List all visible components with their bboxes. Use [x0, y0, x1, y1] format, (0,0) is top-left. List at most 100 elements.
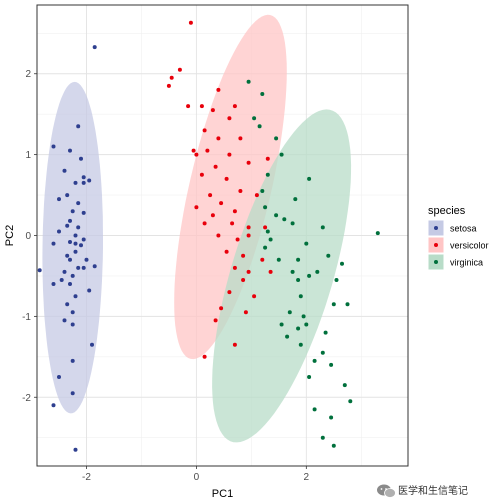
- point-setosa: [70, 209, 75, 214]
- point-virginica: [276, 257, 281, 262]
- point-virginica: [287, 310, 292, 315]
- point-virginica: [304, 241, 309, 246]
- point-virginica: [307, 273, 312, 278]
- point-versicolor: [235, 237, 240, 242]
- legend-dot-virginica: [434, 260, 438, 264]
- point-virginica: [312, 407, 317, 412]
- point-setosa: [51, 144, 56, 149]
- point-versicolor: [169, 75, 174, 80]
- point-setosa: [65, 223, 70, 228]
- point-setosa: [84, 257, 89, 262]
- point-virginica: [307, 375, 312, 379]
- point-virginica: [320, 435, 325, 440]
- point-setosa: [81, 180, 86, 185]
- x-axis-title: PC1: [212, 488, 233, 500]
- point-virginica: [252, 116, 257, 121]
- point-setosa: [51, 403, 56, 408]
- point-setosa: [79, 243, 83, 248]
- point-virginica: [290, 269, 295, 274]
- point-setosa: [65, 253, 70, 258]
- point-versicolor: [232, 265, 237, 270]
- point-setosa: [92, 264, 97, 269]
- point-virginica: [342, 383, 347, 388]
- point-virginica: [304, 322, 309, 327]
- point-virginica: [268, 237, 273, 242]
- point-versicolor: [265, 156, 270, 161]
- point-versicolor: [230, 221, 235, 226]
- point-virginica: [263, 245, 268, 250]
- point-setosa: [51, 282, 56, 286]
- point-virginica: [296, 326, 301, 331]
- point-versicolor: [224, 176, 229, 181]
- point-virginica: [345, 302, 350, 307]
- confidence-ellipses: [42, 14, 352, 443]
- point-versicolor: [216, 233, 221, 238]
- point-versicolor: [232, 342, 237, 347]
- point-setosa: [68, 148, 72, 153]
- y-axis-title: PC2: [4, 225, 16, 246]
- point-virginica: [334, 278, 339, 282]
- point-versicolor: [188, 20, 193, 25]
- point-virginica: [260, 92, 265, 96]
- point-virginica: [348, 399, 353, 404]
- legend-dot-versicolor: [434, 243, 438, 247]
- point-setosa: [92, 45, 97, 50]
- point-virginica: [265, 229, 270, 234]
- legend-title: species: [428, 205, 466, 217]
- legend-dot-setosa: [434, 226, 438, 230]
- point-virginica: [301, 314, 306, 319]
- point-virginica: [296, 278, 301, 282]
- point-setosa: [68, 240, 72, 244]
- point-versicolor: [260, 257, 265, 262]
- point-setosa: [81, 237, 86, 242]
- point-versicolor: [202, 354, 207, 359]
- point-versicolor: [191, 148, 196, 153]
- point-virginica: [265, 172, 270, 177]
- point-setosa: [70, 310, 75, 315]
- ellipse-virginica: [212, 109, 352, 443]
- point-virginica: [296, 257, 301, 262]
- point-setosa: [90, 342, 94, 347]
- data-points: [37, 20, 380, 452]
- point-versicolor: [213, 164, 218, 169]
- point-setosa: [68, 282, 72, 286]
- point-setosa: [70, 273, 75, 278]
- point-versicolor: [219, 201, 224, 206]
- point-setosa: [65, 302, 70, 307]
- point-setosa: [87, 178, 92, 183]
- point-versicolor: [232, 209, 237, 214]
- x-tick-label: 2: [304, 472, 310, 483]
- point-versicolor: [202, 128, 207, 133]
- point-versicolor: [216, 87, 221, 92]
- point-virginica: [326, 253, 331, 258]
- point-versicolor: [254, 193, 259, 198]
- ellipse-versicolor: [174, 14, 287, 360]
- point-versicolor: [227, 290, 232, 295]
- point-versicolor: [186, 104, 191, 109]
- point-virginica: [257, 124, 262, 129]
- legend-label-versicolor: versicolor: [450, 241, 489, 251]
- point-virginica: [331, 302, 336, 307]
- point-setosa: [59, 278, 64, 282]
- point-setosa: [70, 391, 75, 396]
- point-setosa: [76, 265, 81, 270]
- point-versicolor: [219, 306, 224, 311]
- point-versicolor: [194, 152, 199, 157]
- plot-panel: [36, 4, 409, 467]
- x-tick-label: 0: [194, 472, 200, 483]
- ellipse-setosa: [42, 81, 103, 414]
- point-virginica: [246, 79, 251, 84]
- point-versicolor: [166, 83, 171, 88]
- x-tick-label: -2: [82, 472, 91, 483]
- point-versicolor: [241, 278, 246, 282]
- point-virginica: [331, 443, 336, 448]
- point-setosa: [68, 218, 72, 223]
- point-virginica: [329, 362, 334, 367]
- point-setosa: [76, 201, 81, 206]
- point-setosa: [51, 241, 56, 246]
- y-axis-ticks: -2 -1 0 1 2: [22, 69, 37, 404]
- point-setosa: [73, 447, 78, 452]
- point-versicolor: [210, 108, 215, 113]
- point-versicolor: [194, 205, 199, 210]
- point-virginica: [279, 322, 284, 327]
